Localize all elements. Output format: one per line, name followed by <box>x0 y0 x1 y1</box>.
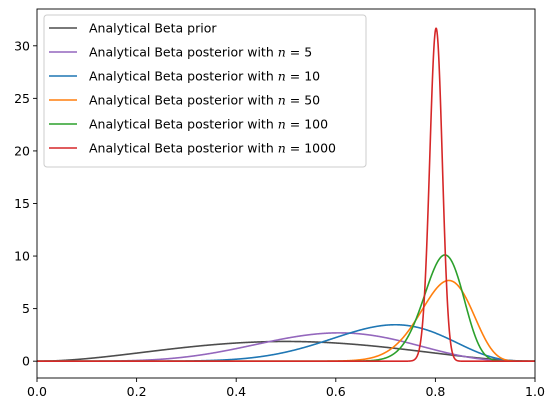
legend: Analytical Beta prior Analytical Beta pos… <box>43 14 367 168</box>
series-line-5 <box>37 27 535 362</box>
x-axis: 0.0 0.2 0.4 0.6 0.8 1.0 <box>27 378 545 399</box>
y-tick-label: 25 <box>14 91 30 106</box>
legend-label-3: Analytical Beta posterior with n = 50 <box>89 93 320 108</box>
y-tick-label: 10 <box>14 249 30 264</box>
x-tick-label: 0.4 <box>226 384 246 399</box>
series-line-1 <box>37 332 535 362</box>
x-tick-label: 0.8 <box>425 384 445 399</box>
legend-label-1: Analytical Beta posterior with n = 5 <box>89 45 312 60</box>
legend-label-4: Analytical Beta posterior with n = 100 <box>89 117 328 132</box>
series-line-0 <box>37 340 535 362</box>
series-line-3 <box>37 279 535 362</box>
y-tick-label: 5 <box>22 301 30 316</box>
legend-label-5: Analytical Beta posterior with n = 1000 <box>89 141 336 156</box>
legend-label-2: Analytical Beta posterior with n = 10 <box>89 69 320 84</box>
y-axis: 0 5 10 15 20 25 30 <box>14 38 37 369</box>
y-tick-label: 30 <box>14 38 30 53</box>
x-tick-label: 1.0 <box>525 384 545 399</box>
plot-area <box>37 27 535 362</box>
y-tick-label: 15 <box>14 196 30 211</box>
legend-box <box>43 14 367 168</box>
y-tick-label: 0 <box>22 354 30 369</box>
legend-label-0: Analytical Beta prior <box>89 21 217 36</box>
x-tick-label: 0.6 <box>326 384 346 399</box>
x-tick-label: 0.2 <box>127 384 147 399</box>
y-tick-label: 20 <box>14 143 30 158</box>
x-tick-label: 0.0 <box>27 384 47 399</box>
plot-frame <box>36 8 536 379</box>
